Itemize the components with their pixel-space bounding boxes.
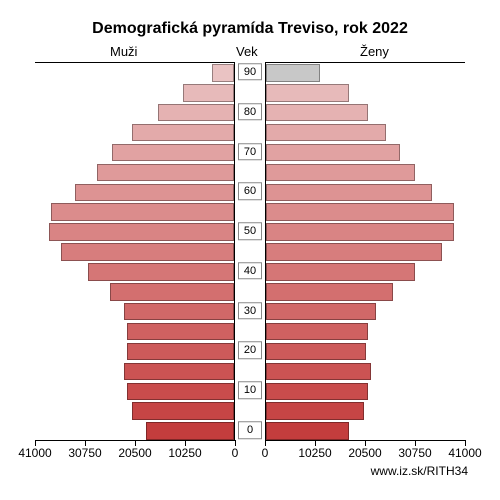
female-bar xyxy=(266,323,368,341)
male-bar xyxy=(132,402,234,420)
x-tick-label: 0 xyxy=(262,446,269,460)
age-tick-label: 70 xyxy=(244,146,256,158)
female-bar xyxy=(266,422,349,440)
female-bar xyxy=(266,363,371,381)
male-bar xyxy=(158,104,234,122)
x-tick-label: 10250 xyxy=(298,446,331,460)
label-age: Vek xyxy=(236,44,258,59)
age-tick-label: 30 xyxy=(244,305,256,317)
female-bar xyxy=(266,223,454,241)
male-bar xyxy=(110,283,234,301)
age-tick-label: 80 xyxy=(244,106,256,118)
male-bar xyxy=(183,84,234,102)
x-tick-label: 30750 xyxy=(68,446,101,460)
female-bar xyxy=(266,383,368,401)
female-bar xyxy=(266,164,415,182)
male-bar xyxy=(132,124,234,142)
age-tick-label: 20 xyxy=(244,344,256,356)
male-bar xyxy=(127,383,234,401)
male-bar xyxy=(146,422,234,440)
male-bar xyxy=(124,303,234,321)
female-bar xyxy=(266,283,393,301)
chart-title: Demografická pyramída Treviso, rok 2022 xyxy=(0,20,500,38)
age-tick-label: 50 xyxy=(244,225,256,237)
x-tick-label: 0 xyxy=(232,446,239,460)
x-tick-label: 20500 xyxy=(118,446,151,460)
male-bar xyxy=(127,343,234,361)
age-tick-label: 60 xyxy=(244,185,256,197)
female-bar xyxy=(266,402,364,420)
female-bar xyxy=(266,343,366,361)
female-bar xyxy=(266,303,376,321)
female-bar xyxy=(266,64,320,82)
female-plot-area xyxy=(265,62,465,440)
label-female: Ženy xyxy=(360,44,389,59)
male-bar xyxy=(49,223,234,241)
age-tick-label: 90 xyxy=(244,66,256,78)
female-bar xyxy=(266,124,386,142)
male-bar xyxy=(97,164,234,182)
female-bar xyxy=(266,144,400,162)
age-tick-label: 0 xyxy=(247,424,253,436)
male-bar xyxy=(88,263,234,281)
male-bar xyxy=(51,203,234,221)
male-plot-area xyxy=(35,62,235,440)
male-bar xyxy=(75,184,234,202)
label-male: Muži xyxy=(110,44,137,59)
x-tick-label: 41000 xyxy=(18,446,51,460)
female-bar xyxy=(266,104,368,122)
female-bar xyxy=(266,263,415,281)
female-bar xyxy=(266,243,442,261)
female-bar xyxy=(266,84,349,102)
age-tick-label: 10 xyxy=(244,384,256,396)
age-axis-column: 0 10 20 30 40 50 60 70 80 90 xyxy=(235,62,265,440)
male-bar xyxy=(112,144,234,162)
footer-source: www.iz.sk/RITH34 xyxy=(371,464,468,478)
x-tick-label: 41000 xyxy=(448,446,481,460)
x-axis-male: 410003075020500102500 xyxy=(35,440,235,470)
x-tick-label: 20500 xyxy=(348,446,381,460)
female-bar xyxy=(266,184,432,202)
female-bar xyxy=(266,203,454,221)
x-tick-label: 30750 xyxy=(398,446,431,460)
male-bar xyxy=(127,323,234,341)
male-bar xyxy=(124,363,234,381)
x-tick-label: 10250 xyxy=(168,446,201,460)
male-bar xyxy=(212,64,234,82)
male-bar xyxy=(61,243,234,261)
age-tick-label: 40 xyxy=(244,265,256,277)
